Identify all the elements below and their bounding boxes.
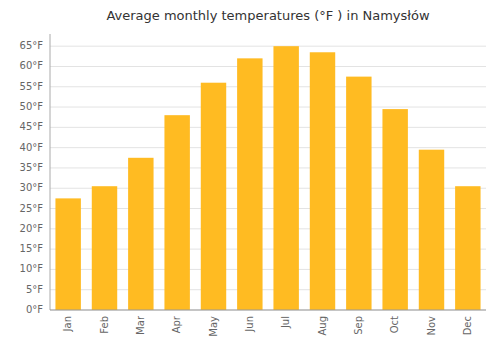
grid-line bbox=[50, 86, 486, 87]
x-tick-label: May bbox=[208, 316, 219, 337]
grid-line bbox=[50, 107, 486, 108]
y-tick-label: 0°F bbox=[26, 304, 43, 315]
x-tick-label: Nov bbox=[426, 316, 437, 336]
y-tick-label: 55°F bbox=[20, 81, 44, 92]
grid-line bbox=[50, 127, 486, 128]
x-tick-label: Aug bbox=[317, 316, 328, 336]
chart-title: Average monthly temperatures (°F ) in Na… bbox=[106, 8, 430, 23]
bar bbox=[273, 46, 298, 310]
x-tick-labels: Jan Feb Mar Apr May Jun Jul Aug Sep Oct Nov Dec bbox=[62, 315, 473, 337]
bars bbox=[55, 46, 480, 310]
x-tick-label: Oct bbox=[389, 316, 400, 333]
x-tick-label: Apr bbox=[171, 315, 182, 333]
bar bbox=[382, 109, 407, 310]
y-grid bbox=[50, 46, 486, 310]
grid-line bbox=[50, 66, 486, 67]
y-tick-label: 5°F bbox=[26, 284, 43, 295]
y-tick-label: 45°F bbox=[20, 121, 44, 132]
y-tick-label: 30°F bbox=[20, 182, 44, 193]
x-tick-label: Jun bbox=[244, 316, 255, 333]
y-tick-label: 65°F bbox=[20, 40, 44, 51]
x-tick-label: Feb bbox=[99, 316, 110, 334]
chart-container: 0°F 5°F 10°F 15°F 20°F 25°F 30°F 35°F 40°F 45°F 50… bbox=[0, 0, 500, 350]
y-tick-labels: 0°F 5°F 10°F 15°F 20°F 25°F 30°F 35°F 40°F 45°F 50… bbox=[20, 40, 44, 315]
bar bbox=[346, 77, 371, 310]
x-tick-label: Sep bbox=[353, 316, 364, 335]
bar bbox=[164, 115, 189, 310]
bar bbox=[455, 186, 480, 310]
y-tick-label: 60°F bbox=[20, 60, 44, 71]
y-tick-label: 50°F bbox=[20, 101, 44, 112]
bar bbox=[310, 52, 335, 310]
x-tick-label: Dec bbox=[462, 316, 473, 335]
x-tick-label: Mar bbox=[135, 315, 146, 335]
bar bbox=[419, 150, 444, 310]
y-tick-label: 40°F bbox=[20, 142, 44, 153]
grid-line bbox=[50, 46, 486, 47]
y-tick-label: 35°F bbox=[20, 162, 44, 173]
y-axis-line bbox=[50, 34, 51, 310]
x-tick-label: Jul bbox=[280, 316, 291, 329]
bar bbox=[128, 158, 153, 310]
grid-line bbox=[50, 147, 486, 148]
y-tick-label: 15°F bbox=[20, 243, 44, 254]
grid-line bbox=[50, 310, 486, 311]
y-tick-label: 10°F bbox=[20, 263, 44, 274]
bar bbox=[201, 83, 226, 310]
y-tick-label: 20°F bbox=[20, 223, 44, 234]
bar bbox=[92, 186, 117, 310]
bar bbox=[237, 58, 262, 310]
bar bbox=[55, 198, 80, 310]
y-tick-label: 25°F bbox=[20, 203, 44, 214]
x-tick-label: Jan bbox=[62, 316, 73, 332]
chart: 0°F 5°F 10°F 15°F 20°F 25°F 30°F 35°F 40°F 45°F 50… bbox=[0, 0, 500, 350]
x-axis-line bbox=[50, 310, 486, 311]
